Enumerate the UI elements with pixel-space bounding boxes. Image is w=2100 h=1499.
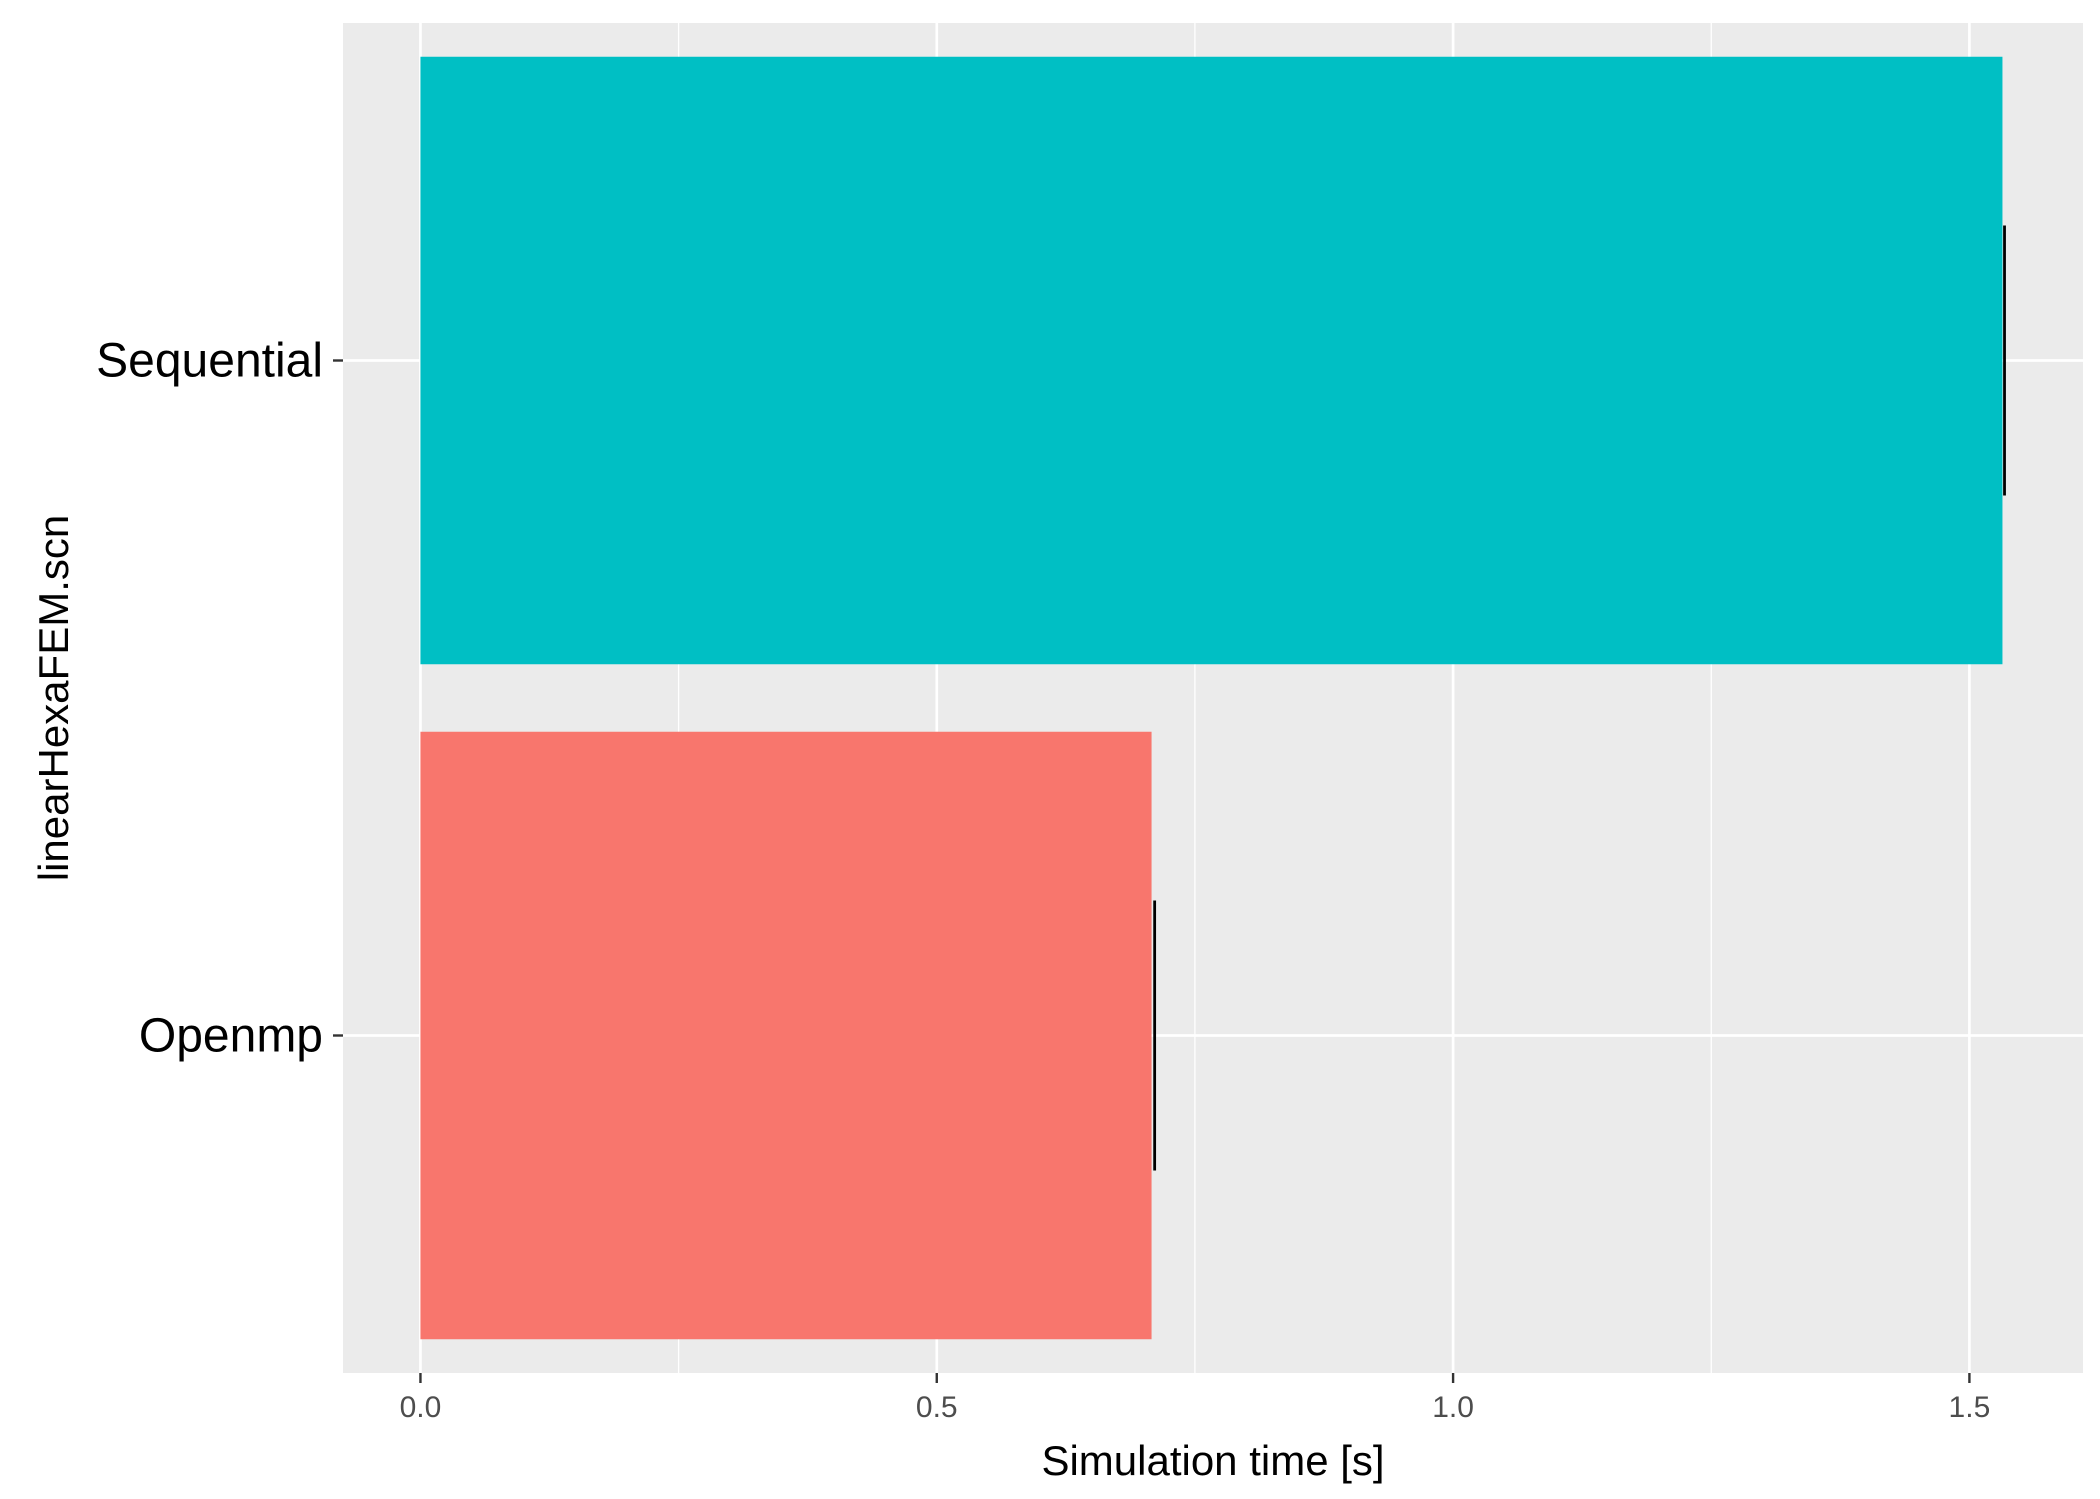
x-tick-label: 1.0: [1432, 1391, 1474, 1424]
y-axis-title: linearHexaFEM.scn: [30, 515, 77, 881]
bars: [420, 56, 2003, 1340]
x-tick-label: 0.0: [400, 1391, 442, 1424]
bar-openmp: [420, 731, 1152, 1340]
x-tick-label: 1.5: [1949, 1391, 1991, 1424]
y-tick-label-sequential: Sequential: [96, 335, 323, 388]
x-axis-ticks: 0.0 0.5 1.0 1.5: [400, 1373, 1991, 1424]
x-tick-label: 0.5: [916, 1391, 958, 1424]
error-bars: [1153, 225, 2006, 1171]
x-axis-title: Simulation time [s]: [1041, 1437, 1384, 1484]
bar-sequential: [420, 56, 2003, 665]
y-tick-label-openmp: Openmp: [139, 1010, 323, 1063]
y-axis-ticks: Sequential Openmp: [96, 335, 343, 1063]
